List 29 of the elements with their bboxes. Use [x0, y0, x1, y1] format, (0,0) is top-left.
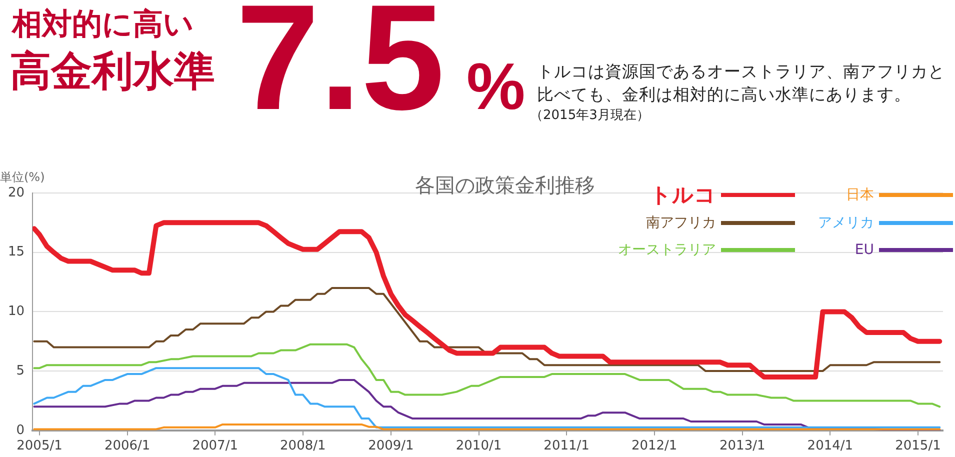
x-tick-label: 2013/1 [720, 438, 766, 454]
x-tick-label: 2011/1 [544, 438, 590, 454]
y-tick-label: 0 [16, 422, 25, 438]
text: 相対的に高い [12, 6, 194, 44]
y-axis-title: 単位(%) [0, 170, 45, 184]
text: トルコは資源国であるオーストラリア、南アフリカと比べても、金利は相対的に高い水準にあります。 [537, 61, 946, 106]
x-tick-label: 2010/1 [456, 438, 502, 454]
text: 高金利水準 [10, 46, 215, 97]
x-tick-label: 2005/1 [16, 438, 62, 454]
x-tick-label: 2008/1 [280, 438, 326, 454]
y-tick-label: 5 [16, 363, 25, 378]
y-tick-label: 10 [8, 304, 25, 320]
y-tick-label: 15 [8, 244, 25, 260]
chart-title: 各国の政策金利推移 [415, 173, 595, 198]
text: 7.5% [236, 0, 526, 143]
x-tick-label: 2006/1 [104, 438, 150, 454]
text: 日本 [846, 186, 874, 204]
legend-label: トルコ [650, 182, 716, 209]
y-tick-label: 20 [8, 185, 25, 200]
x-tick-label: 2007/1 [192, 438, 238, 454]
text: アメリカ [818, 214, 874, 232]
text: EU [854, 242, 874, 258]
text: オーストラリア [618, 241, 716, 259]
x-tick-label: 2014/1 [807, 438, 854, 454]
text: （2015年3月現在） [530, 107, 650, 124]
x-tick-label: 2015/1 [895, 438, 941, 454]
text: 南アフリカ [646, 214, 716, 232]
x-tick-label: 2012/1 [631, 438, 678, 454]
x-tick-label: 2009/1 [368, 438, 414, 454]
